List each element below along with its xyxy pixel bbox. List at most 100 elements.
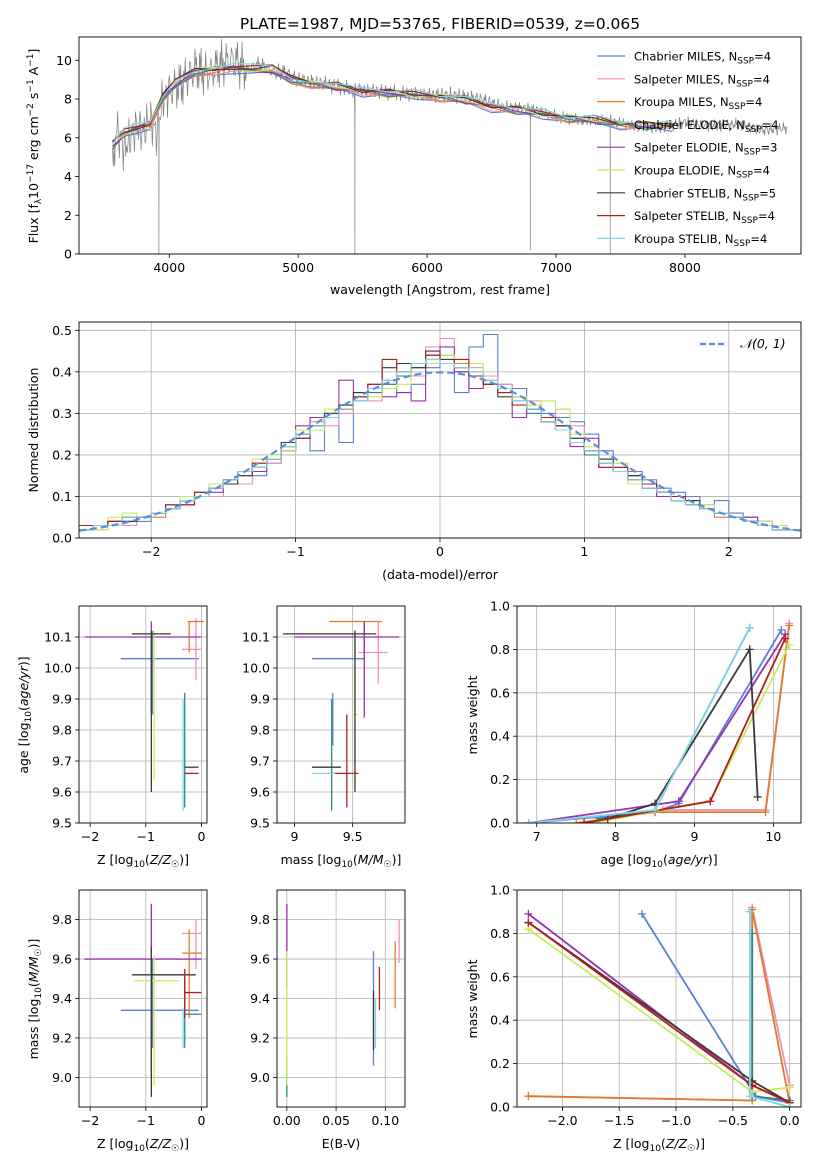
mass-weight-line (607, 646, 759, 820)
x-tick-label: −2 (142, 544, 160, 559)
y-tick-label: 0.8 (490, 642, 510, 657)
label-part: ☉ (34, 948, 44, 956)
y-tick-label: 9.8 (250, 723, 270, 738)
label-part: ( (26, 982, 41, 987)
y-tick-label: 9.6 (250, 785, 270, 800)
data-point-marker (524, 918, 533, 927)
y-tick-label: 4 (64, 169, 72, 184)
label-part: −17 (26, 164, 36, 183)
x-tick-label: 4000 (153, 260, 185, 275)
label-part: Chabrier STELIB, N (634, 186, 742, 200)
y-tick-label: 8 (64, 92, 72, 107)
model-spectrum-line (112, 62, 673, 145)
model-spectrum-line (112, 69, 673, 147)
y-tick-label: 0.8 (490, 926, 510, 941)
mass_vs_Z-plot-area (79, 890, 207, 1107)
label-part: SSP (729, 102, 746, 112)
x-tick-label: 0.0 (780, 1113, 800, 1128)
x-tick-label: −2.0 (547, 1113, 577, 1128)
x-axis-label: Z [log10(Z/Z☉)] (97, 852, 189, 870)
label-part: mass [log (26, 999, 41, 1060)
label-part: =4 (758, 209, 775, 223)
y-axis-label: age [log10(age/yr)] (16, 656, 34, 773)
y-tick-label: 9.4 (52, 991, 72, 1006)
x-tick-label: 9.5 (343, 829, 363, 844)
y-tick-label: 9.9 (250, 692, 270, 707)
label-part: ☉ (384, 860, 392, 870)
model-spectrum-line (112, 65, 673, 150)
x-tick-label: −2 (81, 829, 99, 844)
legend-entry: Salpeter ELODIE, NSSP=3 (634, 141, 777, 158)
y-axis-label: mass [log10(M/M☉)] (26, 939, 44, 1060)
label-part: ( (145, 1136, 150, 1151)
model-spectrum-line (112, 66, 673, 147)
data-point-marker (781, 634, 790, 643)
y-tick-label: 0.0 (490, 1100, 510, 1115)
label-part: ☉ (171, 860, 179, 870)
x-tick-label: −1 (137, 1113, 155, 1128)
y-tick-label: 10 (56, 53, 72, 68)
y-tick-label: 1.0 (490, 599, 510, 614)
age_vs_Z-plot-area (79, 606, 207, 823)
label-part: )] (179, 1136, 189, 1151)
model-spectrum-line (112, 64, 673, 143)
legend-entry: Chabrier STELIB, NSSP=5 (634, 186, 776, 203)
label-part: Salpeter ELODIE, N (634, 141, 744, 155)
x-tick-label: −2 (81, 1113, 99, 1128)
y-tick-label: 6 (64, 130, 72, 145)
legend-entry: 𝒩(0, 1) (740, 336, 786, 351)
label-part: λ (34, 198, 44, 204)
y-tick-label: 0.1 (52, 489, 72, 504)
mass-weight-line (641, 913, 790, 1104)
label-part: Z [log (97, 1136, 133, 1151)
label-part: −1 (26, 79, 36, 92)
label-part: Kroupa STELIB, N (634, 232, 734, 246)
x-axis-label: wavelength [Angstrom, rest frame] (330, 282, 550, 297)
data-point-marker (785, 1083, 794, 1092)
age_vs_mass-plot-area (277, 606, 405, 823)
x-tick-label: −1.5 (604, 1113, 634, 1128)
label-part: ☉ (687, 1144, 695, 1154)
label-part: ( (661, 1136, 666, 1151)
y-tick-label: 9.6 (52, 785, 72, 800)
y-tick-label: 0.2 (490, 1056, 510, 1071)
label-part: )] (26, 939, 41, 949)
y-axis-label: mass weight (465, 675, 480, 754)
label-part: −2 (26, 103, 36, 116)
age_vs_mass-panel: 9 9.5 9.5 9.6 9.7 9.8 9.9 10.0 10.1 mass [log10(M… (242, 605, 406, 870)
label-part: 10 (341, 860, 353, 870)
label-part: SSP (745, 125, 762, 135)
legend-entry: Kroupa STELIB, NSSP=4 (634, 232, 767, 249)
y-tick-label: 9.5 (250, 816, 270, 831)
x-axis-label: (data-model)/error (382, 567, 499, 582)
legend-entry: Kroupa ELODIE, NSSP=4 (634, 164, 770, 181)
y-axis-label: mass weight (465, 959, 480, 1038)
x-tick-label: 0.10 (371, 1113, 399, 1128)
y-tick-label: 0.0 (490, 816, 510, 831)
axes-frame (276, 605, 406, 824)
data-point-marker (524, 1092, 533, 1101)
label-part: 10 (26, 183, 41, 199)
label-part: SSP (742, 193, 759, 203)
label-part: s (26, 93, 41, 104)
data-point-marker (777, 625, 786, 634)
label-part: SSP (744, 148, 761, 158)
label-part: ( (353, 852, 358, 867)
x-axis-label: Z [log10(Z/Z☉)] (613, 1136, 705, 1154)
y-tick-label: 0 (64, 247, 72, 262)
x-tick-label: −1 (286, 544, 304, 559)
label-part: ( (663, 852, 668, 867)
label-part: Kroupa MILES, N (634, 95, 729, 109)
x-tick-label: −1 (137, 829, 155, 844)
label-part: Salpeter MILES, N (634, 72, 736, 86)
x-axis-label: E(B-V) (322, 1136, 361, 1151)
figure-title: PLATE=1987, MJD=53765, FIBERID=0539, z=0… (240, 15, 640, 33)
data-point-marker (674, 797, 683, 806)
x-tick-label: 8000 (669, 260, 701, 275)
histogram-step (79, 358, 801, 531)
y-tick-label: 10.0 (242, 661, 270, 676)
label-part: 10 (649, 1144, 661, 1154)
